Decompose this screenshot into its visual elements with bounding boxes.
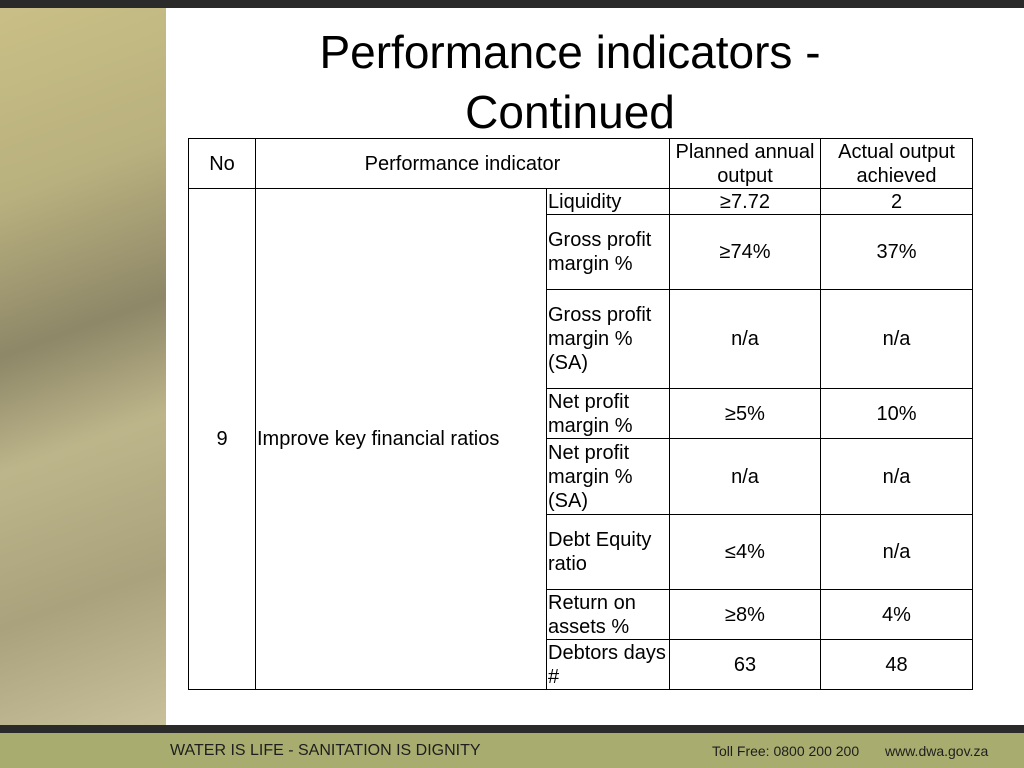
header-row: No Performance indicator Planned annual … [188, 138, 973, 189]
table-cell: Net profit margin % (SA) [546, 438, 670, 515]
table-cell: 4% [820, 589, 973, 640]
footer: WATER IS LIFE - SANITATION IS DIGNITY To… [0, 733, 1024, 768]
table-cell: Debtors days # [546, 639, 670, 690]
table-cell: ≥7.72 [669, 188, 821, 215]
table-cell: n/a [820, 289, 973, 389]
footer-bar [0, 725, 1024, 733]
slide-title: Performance indicators - Continued [319, 26, 821, 138]
table-row: Return on assets % ≥8% 4% [189, 589, 973, 640]
top-bar [0, 0, 1024, 8]
table-row: Net profit margin % (SA) n/a n/a [189, 438, 973, 515]
header-cell: Performance indicator [255, 138, 670, 189]
table-cell: Return on assets % [546, 589, 670, 640]
table-cell: ≤4% [669, 514, 821, 590]
header-cell: No [188, 138, 256, 189]
table-row: Debt Equity ratio ≤4% n/a [189, 514, 973, 590]
footer-slogan: WATER IS LIFE - SANITATION IS DIGNITY [170, 742, 481, 759]
table-cell: ≥5% [669, 388, 821, 439]
indicator-table: No Performance indicator Planned annual … [188, 138, 973, 690]
table-cell: n/a [669, 438, 821, 515]
table-cell: ≥8% [669, 589, 821, 640]
table-cell: 9 [188, 188, 256, 690]
table-cell: n/a [820, 438, 973, 515]
table-cell: Net profit margin % [546, 388, 670, 439]
table-row: Gross profit margin % (SA) n/a n/a [189, 289, 973, 389]
table-cell: Improve key financial ratios [255, 188, 547, 690]
table-row: Debtors days #63 48 [189, 639, 973, 690]
footer-website: www.dwa.gov.za [885, 743, 989, 759]
table-cell: 2 [820, 188, 973, 215]
table-row: Gross profit margin % ≥74% 37% [189, 214, 973, 290]
table-cell: ≥74% [669, 214, 821, 290]
table-cell: 48 [820, 639, 973, 690]
table-cell: Debt Equity ratio [546, 514, 670, 590]
table-cell: 10% [820, 388, 973, 439]
table-cell: 63 [669, 639, 821, 690]
table-cell: Liquidity [546, 188, 670, 215]
table-row: Net profit margin % ≥5% 10% [189, 388, 973, 439]
table-cell: Gross profit margin % (SA) [546, 289, 670, 389]
table-row: 9 Improve key financial ratios Liquidity ≥7… [188, 188, 973, 690]
background-photo [0, 8, 166, 725]
table-cell: Gross profit margin % [546, 214, 670, 290]
table-cell: n/a [669, 289, 821, 389]
header-cell: Actual output achieved [820, 138, 973, 189]
header-cell: Planned annual output [669, 138, 821, 189]
footer-phone: Toll Free: 0800 200 200 [712, 743, 860, 759]
table-cell: 37% [820, 214, 973, 290]
table-cell: n/a [820, 514, 973, 590]
